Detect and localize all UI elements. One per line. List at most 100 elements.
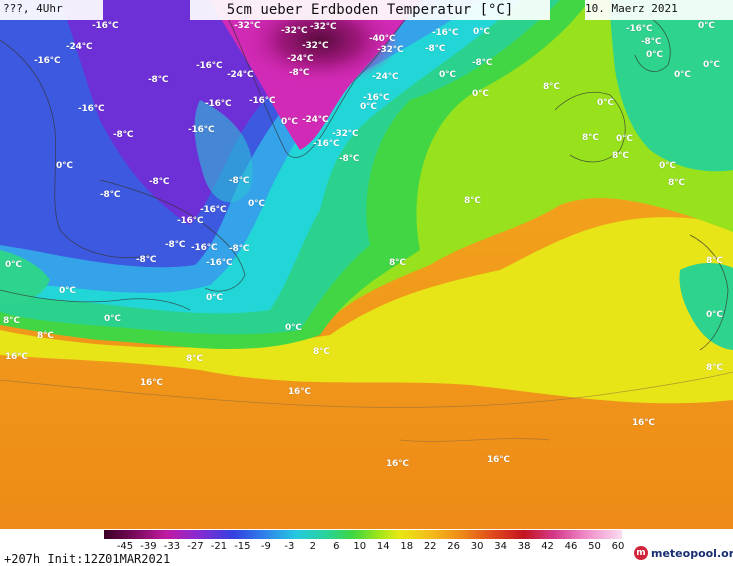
europe-south-patch (679, 263, 733, 350)
temperature-label: -16°C (432, 28, 459, 38)
temperature-label: -8°C (229, 176, 250, 186)
scale-tick-label: 30 (470, 541, 484, 552)
temperature-label: -8°C (113, 130, 134, 140)
scale-tick-label: 18 (400, 541, 414, 552)
yellow-belt (0, 217, 733, 404)
temperature-label: -8°C (149, 177, 170, 187)
scale-tick-label: 34 (494, 541, 507, 552)
temperature-label: -32°C (281, 26, 308, 36)
temperature-label: -8°C (136, 255, 157, 265)
scale-tick-label: 22 (423, 541, 437, 552)
temperature-label: 0°C (104, 314, 121, 324)
temperature-label: -8°C (229, 244, 250, 254)
temperature-label: -16°C (313, 139, 340, 149)
scale-tick-label: -3 (284, 541, 295, 552)
temperature-label: 16°C (386, 459, 409, 469)
west-coast-patch (0, 250, 50, 305)
temperature-label: -16°C (177, 216, 204, 226)
polar-core (240, 0, 400, 85)
temperature-label: 0°C (597, 98, 614, 108)
temperature-label: 0°C (360, 102, 377, 112)
scale-tick-label: 46 (564, 541, 578, 552)
brand-link[interactable]: m meteopool.org (634, 546, 733, 564)
temperature-label: 0°C (659, 161, 676, 171)
temperature-label: 8°C (582, 133, 599, 143)
temperature-label: -16°C (196, 61, 223, 71)
scale-tick-label: -39 (140, 541, 157, 552)
temperature-label: 8°C (706, 256, 723, 266)
temperature-label: 0°C (281, 117, 298, 127)
temperature-label: 0°C (703, 60, 720, 70)
temperature-label: -32°C (302, 41, 329, 51)
scale-tick-label: 10 (353, 541, 367, 552)
temperature-label: 0°C (698, 21, 715, 31)
temperature-label: 0°C (56, 161, 73, 171)
valid-time: ???, 4Uhr (0, 0, 103, 20)
color-scale-gradient (104, 530, 622, 539)
temperature-label: 0°C (616, 134, 633, 144)
temperature-label: 0°C (646, 50, 663, 60)
temperature-label: -16°C (363, 93, 390, 103)
temperature-label: 0°C (674, 70, 691, 80)
color-scale-bar (104, 530, 622, 539)
temperature-label: -16°C (249, 96, 276, 106)
scale-tick-label: 42 (541, 541, 554, 552)
scale-tick-label: 6 (333, 541, 340, 552)
temperature-label: -24°C (372, 72, 399, 82)
brand-name: meteopool.org (651, 547, 733, 560)
temperature-label: 8°C (389, 258, 406, 268)
europe-cool-patch (610, 0, 733, 172)
temperature-label: 16°C (5, 352, 28, 362)
coastlines (0, 0, 729, 351)
temperature-label: 0°C (473, 27, 490, 37)
temperature-label: -24°C (302, 115, 329, 125)
temperature-label: -16°C (191, 243, 218, 253)
scale-tick-label: 14 (376, 541, 390, 552)
temperature-label: -8°C (339, 154, 360, 164)
temperature-label: 16°C (487, 455, 510, 465)
isotherms (0, 371, 733, 442)
temperature-label: -32°C (332, 129, 359, 139)
temperature-label: 8°C (313, 347, 330, 357)
temperature-label: 0°C (706, 310, 723, 320)
west-cold-patch (194, 100, 253, 203)
temperature-label: 16°C (632, 418, 655, 428)
temperature-label: 0°C (5, 260, 22, 270)
temperature-label: -16°C (78, 104, 105, 114)
scale-tick-label: 60 (611, 541, 625, 552)
scale-tick-label: -27 (187, 541, 204, 552)
temperature-label: 8°C (668, 178, 685, 188)
forecast-date: 10. Maerz 2021 (585, 0, 733, 20)
temperature-label: 0°C (472, 89, 489, 99)
temperature-label: 0°C (206, 293, 223, 303)
scale-tick-label: 38 (517, 541, 531, 552)
temperature-label: -16°C (626, 24, 653, 34)
scale-tick-label: 2 (309, 541, 316, 552)
temperature-label: -32°C (234, 21, 261, 31)
temperature-label: -16°C (188, 125, 215, 135)
scale-tick-label: -45 (116, 541, 134, 552)
temperature-label: 0°C (248, 199, 265, 209)
temperature-label: 8°C (37, 331, 54, 341)
temperature-label: -8°C (148, 75, 169, 85)
temperature-label: 16°C (288, 387, 311, 397)
temperature-label: 8°C (612, 151, 629, 161)
scale-tick-label: -33 (163, 541, 181, 552)
temperature-label: -16°C (200, 205, 227, 215)
temperature-label: -8°C (472, 58, 493, 68)
temperature-label: 8°C (186, 354, 203, 364)
temperature-label: -24°C (66, 42, 93, 52)
temperature-label: -24°C (287, 54, 314, 64)
temperature-label: -8°C (100, 190, 121, 200)
temperature-label: -8°C (165, 240, 186, 250)
temperature-label: 8°C (3, 316, 20, 326)
temperature-label: -16°C (92, 21, 119, 31)
scale-tick-label: -21 (210, 541, 228, 552)
temperature-label: -16°C (205, 99, 232, 109)
temperature-label: -40°C (369, 34, 396, 44)
temperature-label: 0°C (439, 70, 456, 80)
scale-tick-label: -9 (260, 541, 271, 552)
temperature-label: -8°C (289, 68, 310, 78)
temperature-label: -16°C (206, 258, 233, 268)
